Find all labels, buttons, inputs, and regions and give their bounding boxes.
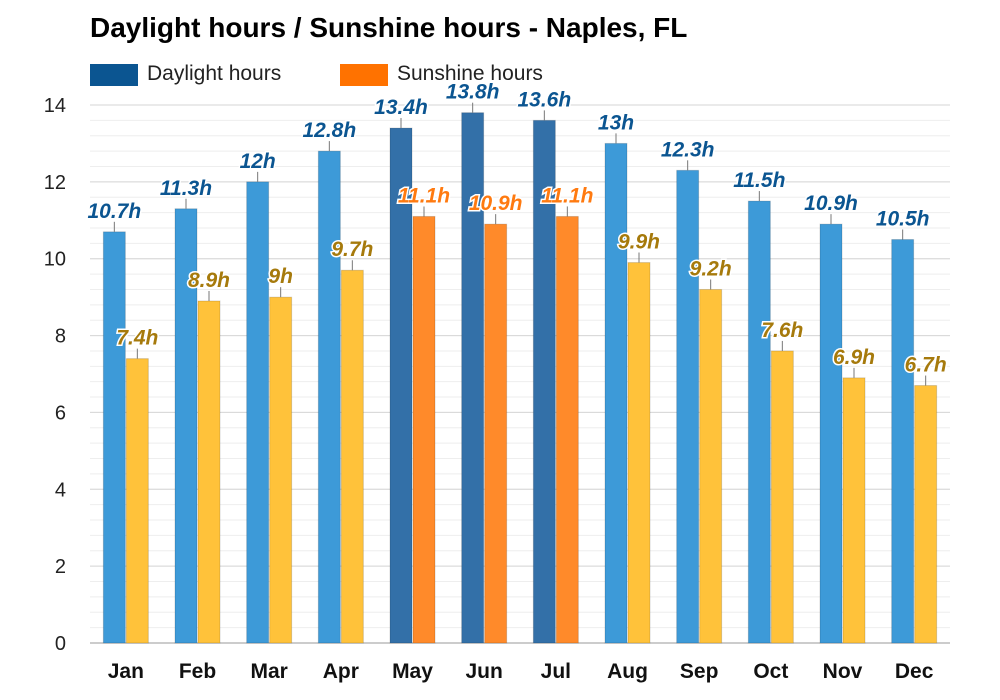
daylight-value-label: 12.3h xyxy=(661,138,715,161)
chart-title: Daylight hours / Sunshine hours - Naples… xyxy=(90,12,688,43)
sunshine-bar xyxy=(269,296,293,644)
x-tick-label: Apr xyxy=(323,660,359,683)
sunshine-value-label: 7.6h xyxy=(761,319,803,342)
sunshine-value-label: 9.2h xyxy=(690,257,732,280)
x-tick-label: Jul xyxy=(541,660,571,683)
y-tick-label: 4 xyxy=(55,479,66,501)
y-tick-label: 8 xyxy=(55,326,66,348)
x-tick-label: May xyxy=(392,660,433,683)
daylight-bar xyxy=(317,150,341,644)
x-tick-label: Oct xyxy=(753,660,788,683)
daylight-value-label: 11.3h xyxy=(160,177,212,200)
legend-label-daylight: Daylight hours xyxy=(147,62,282,85)
sunshine-bar xyxy=(627,262,651,644)
x-tick-label: Mar xyxy=(250,660,287,683)
legend-swatch-daylight xyxy=(90,64,138,86)
daylight-value-label: 12h xyxy=(240,150,276,173)
y-tick-label: 2 xyxy=(55,556,66,578)
sunshine-value-label: 6.9h xyxy=(833,346,875,369)
x-tick-label: Jun xyxy=(465,660,502,683)
sunshine-bar xyxy=(555,215,579,644)
x-tick-label: Jan xyxy=(108,660,144,683)
daylight-bar xyxy=(891,239,915,644)
daylight-bar xyxy=(819,223,843,644)
y-tick-label: 10 xyxy=(44,249,66,271)
sunshine-value-label: 9.7h xyxy=(331,238,373,261)
sunshine-bar xyxy=(412,215,436,644)
daylight-value-label: 12.8h xyxy=(302,119,356,142)
daylight-bar xyxy=(102,231,126,644)
legend-swatch-sunshine xyxy=(340,64,388,86)
daylight-bar xyxy=(747,200,771,644)
sunshine-value-label: 11.1h xyxy=(398,184,450,207)
y-tick-label: 12 xyxy=(44,172,66,194)
sunshine-bar xyxy=(340,269,364,644)
x-tick-label: Dec xyxy=(895,660,934,683)
daylight-bar xyxy=(604,142,628,644)
daylight-value-label: 11.5h xyxy=(733,169,785,192)
sunshine-bar xyxy=(770,350,794,644)
sunshine-value-label: 11.1h xyxy=(541,184,593,207)
sunshine-value-label: 9.9h xyxy=(618,231,660,254)
y-tick-label: 6 xyxy=(55,402,66,424)
daylight-value-label: 13.8h xyxy=(446,81,500,104)
daylight-value-label: 10.7h xyxy=(87,200,141,223)
legend-label-sunshine: Sunshine hours xyxy=(397,62,543,85)
sunshine-bar xyxy=(125,358,149,644)
sunshine-value-label: 10.9h xyxy=(469,192,523,215)
y-tick-label: 0 xyxy=(55,633,66,655)
sunshine-value-label: 7.4h xyxy=(116,327,158,350)
y-tick-label: 14 xyxy=(44,95,66,117)
sunshine-value-label: 6.7h xyxy=(905,354,947,377)
sunshine-bar xyxy=(699,288,723,644)
daylight-value-label: 13h xyxy=(598,111,634,134)
x-tick-label: Feb xyxy=(179,660,216,683)
sunshine-bar xyxy=(842,377,866,644)
sunshine-bar xyxy=(914,385,938,644)
sunshine-value-label: 8.9h xyxy=(188,269,230,292)
daylight-bar xyxy=(676,169,700,644)
daylight-value-label: 10.5h xyxy=(876,208,930,231)
x-tick-label: Sep xyxy=(680,660,719,683)
sunshine-bar xyxy=(197,300,221,644)
sunshine-value-label: 9h xyxy=(268,265,293,288)
daylight-value-label: 13.6h xyxy=(517,88,571,111)
daylight-bar xyxy=(246,181,270,644)
daylight-value-label: 10.9h xyxy=(804,192,858,215)
x-tick-label: Aug xyxy=(607,660,648,683)
daylight-value-label: 13.4h xyxy=(374,96,428,119)
sunshine-bar xyxy=(484,223,508,644)
x-tick-label: Nov xyxy=(823,660,863,683)
